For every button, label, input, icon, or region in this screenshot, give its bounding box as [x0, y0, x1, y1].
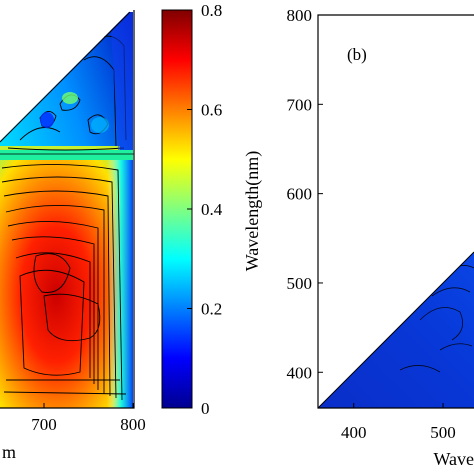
panel-b: (b) 400 500 600 700 800 400 500 Wavelength(nm…	[242, 6, 474, 469]
colorbar: 0 0.2 0.4 0.6 0.8	[161, 1, 223, 418]
panel-b-y-tick-label: 800	[287, 6, 313, 25]
colorbar-tick-label: 0.4	[201, 200, 223, 219]
panel-a-x-tick-label: 800	[120, 415, 146, 434]
colorbar-tick-label: 0.2	[201, 300, 222, 319]
panel-a-x-ticks: 700 800	[31, 403, 146, 434]
contour-lines-a	[1, 35, 127, 401]
panel-b-axes	[317, 14, 474, 409]
colorbar-ticks: 0 0.2 0.4 0.6 0.8	[187, 1, 223, 418]
panel-b-x-tick-label: 400	[341, 423, 367, 442]
panel-b-y-tick-label: 700	[287, 95, 313, 114]
panel-b-y-tick-label: 400	[287, 363, 313, 382]
panel-b-y-tick-label: 500	[287, 274, 313, 293]
panel-a-x-tick-label: 700	[31, 415, 57, 434]
panel-b-x-axis-label: Wave	[433, 449, 474, 469]
colorbar-tick-label: 0.8	[201, 1, 222, 20]
panel-a-x-axis-label: m	[2, 442, 16, 462]
colorbar-tick-label: 0.6	[201, 101, 222, 120]
panel-a-heatmap: 700 800 m	[0, 10, 146, 462]
colorbar-tick-label: 0	[201, 399, 210, 418]
panel-b-label: (b)	[347, 45, 367, 64]
panel-b-y-axis-label: Wavelength(nm)	[242, 151, 263, 272]
panel-b-y-tick-label: 600	[287, 185, 313, 204]
panel-b-x-tick-label: 500	[430, 423, 456, 442]
panel-b-y-ticks: 400 500 600 700 800	[287, 6, 323, 382]
panel-b-x-ticks: 400 500	[341, 403, 456, 442]
panel-a-axes	[0, 10, 135, 409]
